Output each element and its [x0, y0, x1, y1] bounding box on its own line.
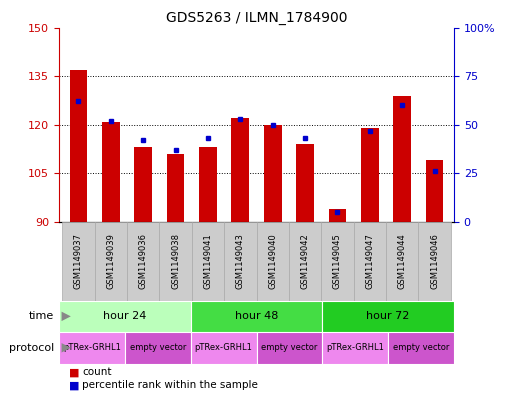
- Bar: [70, 70, 87, 222]
- Text: GSM1149041: GSM1149041: [204, 233, 212, 289]
- Bar: [296, 144, 314, 222]
- Bar: [419, 222, 451, 301]
- Text: GSM1149047: GSM1149047: [365, 233, 374, 289]
- Text: protocol: protocol: [9, 343, 54, 353]
- Bar: [59, 332, 125, 364]
- Text: empty vector: empty vector: [393, 343, 449, 352]
- Text: percentile rank within the sample: percentile rank within the sample: [82, 380, 258, 390]
- Bar: [386, 222, 419, 301]
- Bar: [264, 125, 282, 222]
- Text: empty vector: empty vector: [130, 343, 186, 352]
- Text: hour 72: hour 72: [366, 311, 410, 321]
- Text: GSM1149037: GSM1149037: [74, 233, 83, 289]
- Bar: [231, 118, 249, 222]
- Bar: [321, 222, 353, 301]
- Bar: [361, 128, 379, 222]
- Text: GSM1149042: GSM1149042: [301, 233, 309, 289]
- Text: ■: ■: [69, 380, 80, 390]
- Bar: [256, 222, 289, 301]
- Bar: [322, 301, 454, 332]
- Text: count: count: [82, 367, 112, 377]
- Bar: [127, 222, 160, 301]
- Text: GSM1149044: GSM1149044: [398, 233, 407, 289]
- Text: empty vector: empty vector: [261, 343, 318, 352]
- Text: pTRex-GRHL1: pTRex-GRHL1: [63, 343, 121, 352]
- Bar: [353, 222, 386, 301]
- Bar: [134, 147, 152, 222]
- Bar: [94, 222, 127, 301]
- Bar: [191, 332, 256, 364]
- Text: GSM1149039: GSM1149039: [106, 233, 115, 289]
- Bar: [59, 301, 191, 332]
- Bar: [199, 147, 217, 222]
- Bar: [426, 160, 443, 222]
- Text: hour 24: hour 24: [103, 311, 147, 321]
- Bar: [62, 222, 94, 301]
- Text: time: time: [29, 311, 54, 321]
- Bar: [125, 332, 191, 364]
- Text: GSM1149045: GSM1149045: [333, 233, 342, 289]
- Bar: [167, 154, 185, 222]
- Text: GSM1149038: GSM1149038: [171, 233, 180, 289]
- Text: GSM1149040: GSM1149040: [268, 233, 277, 289]
- Text: hour 48: hour 48: [235, 311, 278, 321]
- Bar: [322, 332, 388, 364]
- Text: GSM1149036: GSM1149036: [139, 233, 148, 289]
- Bar: [102, 121, 120, 222]
- Bar: [388, 332, 454, 364]
- Bar: [328, 209, 346, 222]
- Text: GSM1149043: GSM1149043: [236, 233, 245, 289]
- Bar: [256, 332, 322, 364]
- Bar: [289, 222, 321, 301]
- Text: pTRex-GRHL1: pTRex-GRHL1: [194, 343, 252, 352]
- Title: GDS5263 / ILMN_1784900: GDS5263 / ILMN_1784900: [166, 11, 347, 25]
- Bar: [160, 222, 192, 301]
- Bar: [191, 301, 322, 332]
- Text: pTRex-GRHL1: pTRex-GRHL1: [326, 343, 384, 352]
- Bar: [393, 95, 411, 222]
- Text: GSM1149046: GSM1149046: [430, 233, 439, 289]
- Bar: [224, 222, 256, 301]
- Text: ■: ■: [69, 367, 80, 377]
- Bar: [192, 222, 224, 301]
